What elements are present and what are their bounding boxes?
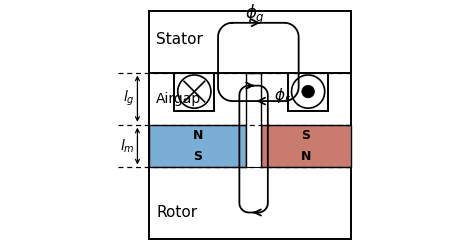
Bar [288, 73, 328, 111]
Bar [149, 11, 351, 239]
Text: Airgap: Airgap [156, 92, 201, 106]
Bar [174, 73, 214, 111]
Text: $\phi_g$: $\phi_g$ [245, 2, 265, 27]
Bar [246, 73, 261, 167]
Circle shape [302, 85, 314, 98]
Text: $l_g$: $l_g$ [123, 89, 135, 108]
Text: S: S [301, 129, 310, 142]
Text: N: N [193, 129, 203, 142]
Text: N: N [301, 150, 311, 163]
Bar [149, 125, 246, 167]
Circle shape [178, 75, 211, 108]
Text: $\phi_r$: $\phi_r$ [274, 86, 291, 105]
Text: S: S [193, 150, 202, 163]
Text: Stator: Stator [156, 32, 203, 47]
Bar [261, 125, 351, 167]
Circle shape [292, 75, 325, 108]
Text: $l_m$: $l_m$ [120, 137, 135, 155]
Text: Rotor: Rotor [156, 205, 198, 220]
